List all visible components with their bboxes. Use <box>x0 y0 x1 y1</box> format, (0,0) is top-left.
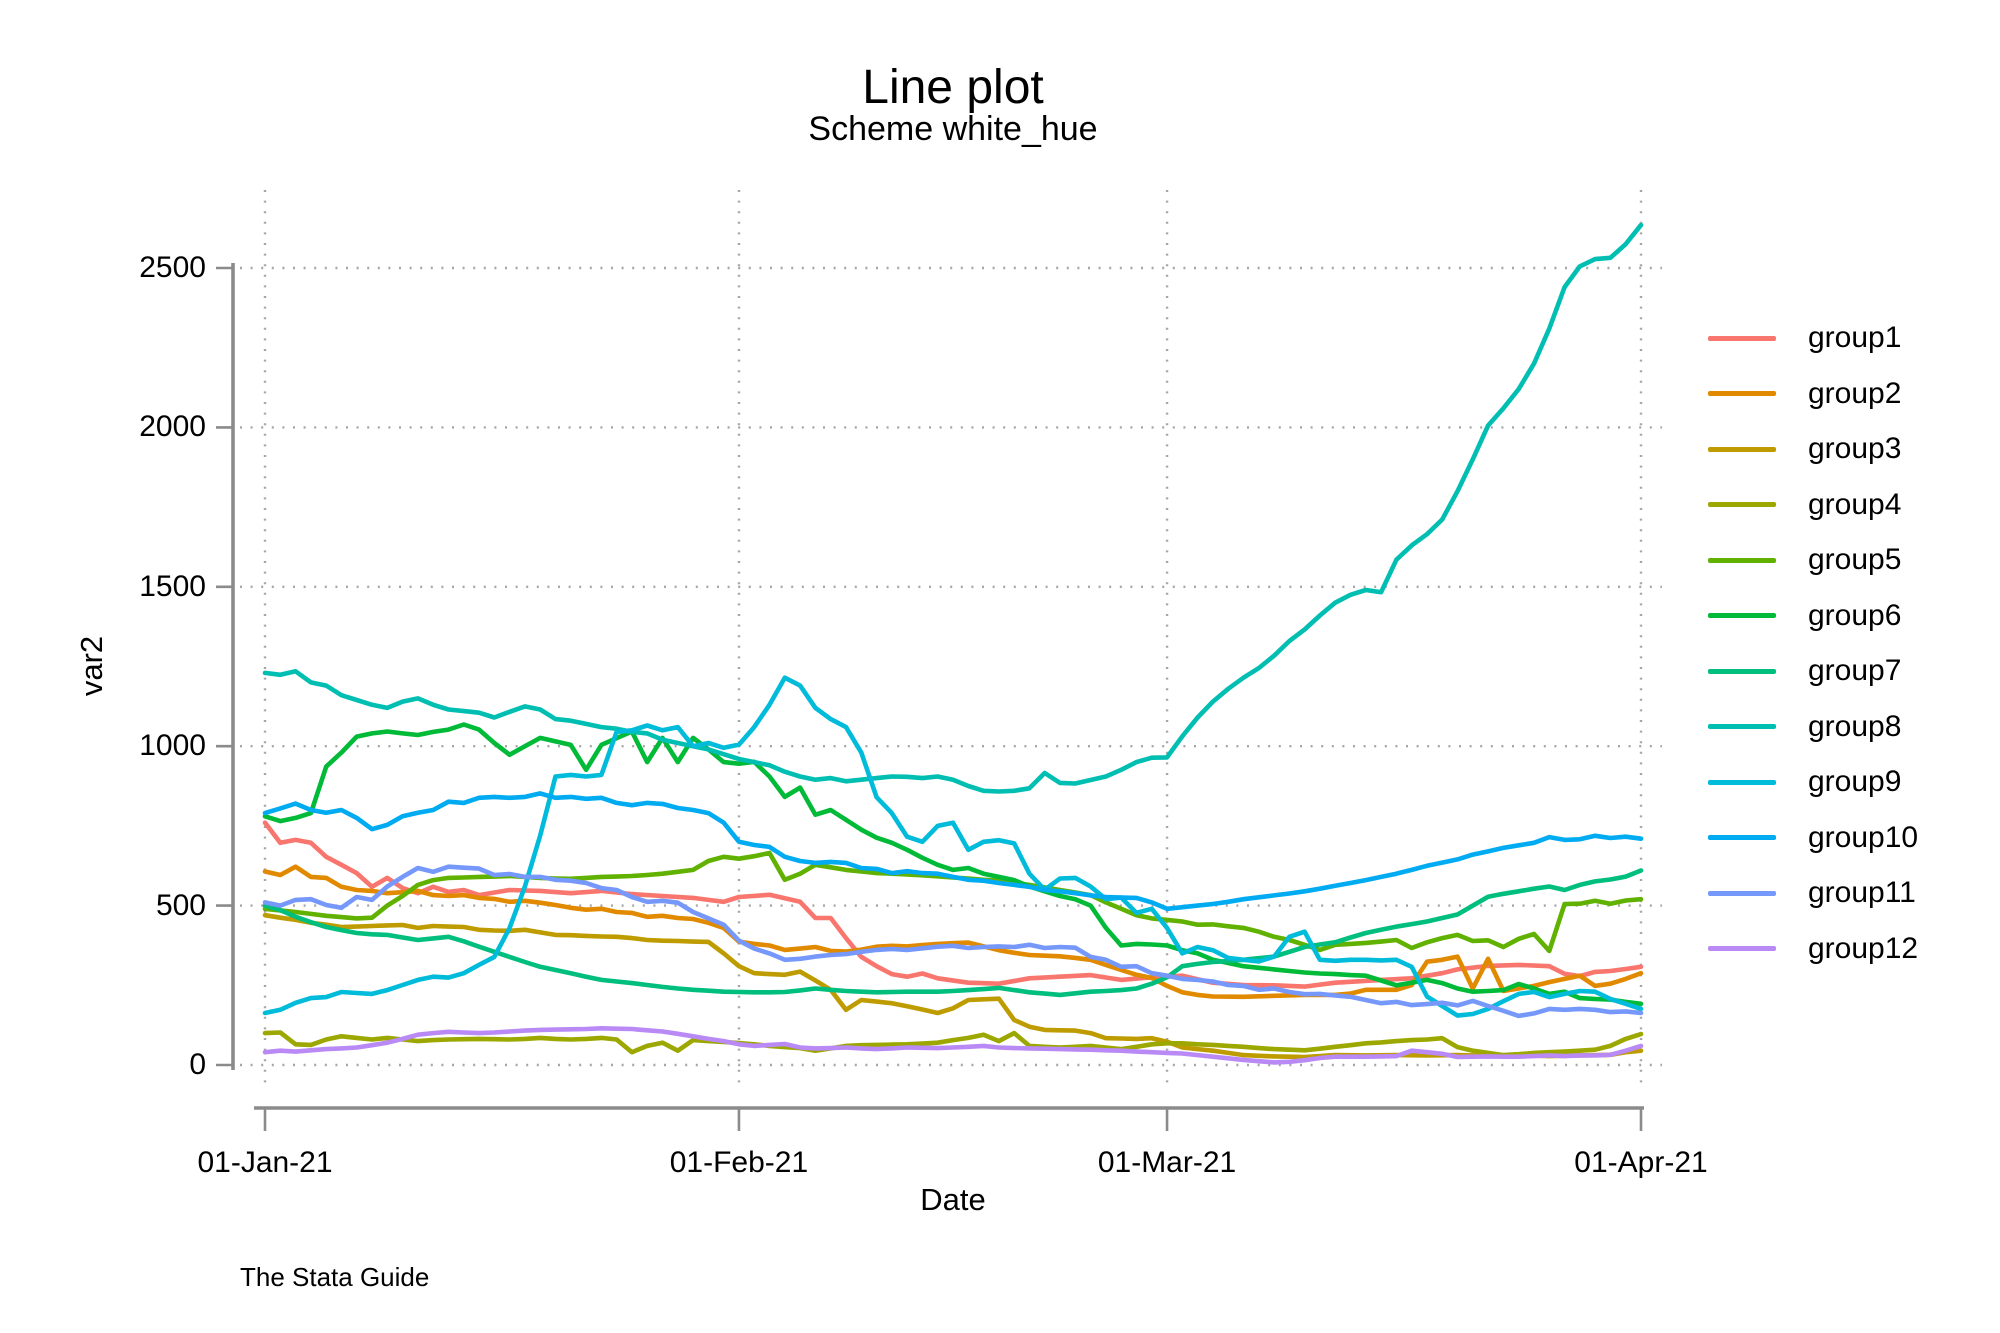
x-axis-title: Date <box>920 1182 986 1217</box>
legend-swatch-group7 <box>1708 668 1776 674</box>
legend-item-group5: group5 <box>1708 540 1901 580</box>
x-tick-label-01-Jan-21: 01-Jan-21 <box>197 1146 333 1179</box>
series-line-group2 <box>262 864 1644 1000</box>
legend-item-group12: group12 <box>1708 929 1918 969</box>
series-line-group11 <box>262 864 1644 1019</box>
legend-item-group7: group7 <box>1708 651 1901 691</box>
legend-swatch-group1 <box>1708 335 1776 341</box>
legend-item-group4: group4 <box>1708 485 1901 525</box>
legend-label-group3: group3 <box>1808 432 1902 465</box>
x-tick-label-01-Feb-21: 01-Feb-21 <box>669 1146 809 1179</box>
legend-item-group2: group2 <box>1708 374 1901 414</box>
legend-swatch-group9 <box>1708 779 1776 785</box>
series-line-group12 <box>262 1026 1644 1065</box>
y-tick-label-1500: 1500 <box>139 569 206 603</box>
legend-swatch-group10 <box>1708 835 1776 840</box>
legend-item-group11: group11 <box>1708 873 1916 913</box>
caption: The Stata Guide <box>240 1262 430 1292</box>
legend-swatch-group2 <box>1708 391 1776 396</box>
legend-label-group12: group12 <box>1808 931 1919 965</box>
y-tick-label-1000: 1000 <box>139 729 206 763</box>
series-line-group3 <box>262 912 1644 1060</box>
legend-label-group1: group1 <box>1808 321 1902 354</box>
x-tick-label-01-Apr-21: 01-Apr-21 <box>1574 1146 1708 1179</box>
y-tick-label-500: 500 <box>155 888 206 922</box>
legend-label-group5: group5 <box>1808 543 1902 576</box>
legend-label-group11: group11 <box>1808 876 1916 909</box>
legend-item-group3: group3 <box>1708 429 1901 469</box>
series-line-group7 <box>262 868 1644 998</box>
legend-label-group10: group10 <box>1808 820 1919 854</box>
y-tick-label-0: 0 <box>189 1048 206 1081</box>
y-tick-label-2500: 2500 <box>139 251 206 284</box>
y-tick-label-2000: 2000 <box>139 410 206 444</box>
legend-label-group8: group8 <box>1808 709 1902 743</box>
legend-swatch-group5 <box>1708 557 1776 563</box>
legend-label-group6: group6 <box>1808 598 1902 632</box>
legend-swatch-group8 <box>1708 724 1776 729</box>
legend-item-group10: group10 <box>1708 818 1918 858</box>
legend-swatch-group6 <box>1708 613 1776 618</box>
series-line-group8 <box>262 222 1644 794</box>
series-line-group6 <box>262 722 1644 1007</box>
legend-item-group6: group6 <box>1708 596 1901 636</box>
x-tick-label-01-Mar-21: 01-Mar-21 <box>1097 1146 1237 1179</box>
legend-label-group2: group2 <box>1808 376 1902 410</box>
legend-label-group7: group7 <box>1808 654 1902 687</box>
legend-swatch-group12 <box>1708 946 1776 951</box>
legend-item-group1: group1 <box>1708 318 1901 358</box>
chart-subtitle: Scheme white_hue <box>808 110 1098 148</box>
legend-swatch-group11 <box>1708 890 1776 896</box>
legend-swatch-group4 <box>1708 502 1776 507</box>
legend-swatch-group3 <box>1708 446 1776 452</box>
legend-label-group9: group9 <box>1808 765 1902 798</box>
series-line-group10 <box>262 791 1644 912</box>
legend-item-group9: group9 <box>1708 762 1901 802</box>
chart-title: Line plot <box>862 61 1044 114</box>
legend-label-group4: group4 <box>1808 487 1902 521</box>
legend-item-group8: group8 <box>1708 707 1901 747</box>
series-line-group9 <box>262 675 1644 1018</box>
series-line-group4 <box>262 1030 1644 1058</box>
